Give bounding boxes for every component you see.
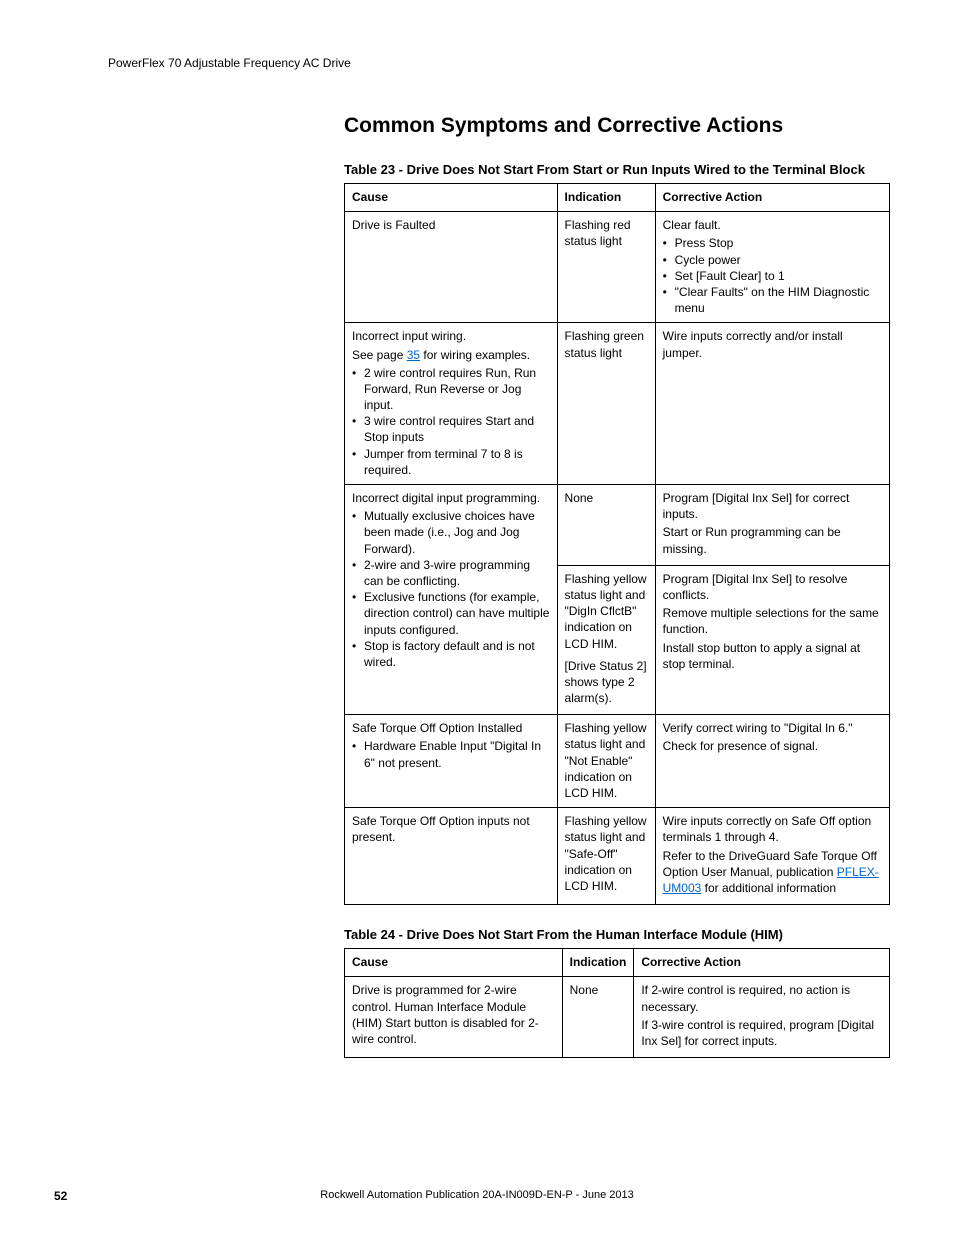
list-item: Cycle power [663,252,882,268]
table-row: Drive is Faulted Flashing red status lig… [345,212,890,323]
list-item: Set [Fault Clear] to 1 [663,268,882,284]
cell-cause: Incorrect digital input programming. Mut… [345,485,558,715]
action-lead: Clear fault. [663,217,882,233]
publication-line: Rockwell Automation Publication 20A-IN00… [0,1189,954,1201]
cell-indication: None [557,485,655,566]
table23-header-indication: Indication [557,184,655,212]
list-item: Stop is factory default and is not wired… [352,638,550,670]
list-item: 2 wire control requires Run, Run Forward… [352,365,550,414]
table-row: Incorrect input wiring. See page 35 for … [345,323,890,485]
text: Program [Digital Inx Sel] for correct in… [663,490,882,522]
cell-indication: Flashing red status light [557,212,655,323]
text: Verify correct wiring to "Digital In 6." [663,720,882,736]
table-row: Incorrect digital input programming. Mut… [345,485,890,566]
text: Flashing yellow status light and "DigIn … [565,571,648,652]
cell-indication: None [562,977,634,1058]
table-row: Safe Torque Off Option inputs not presen… [345,808,890,905]
table24-header-cause: Cause [345,949,563,977]
list-item: Jumper from terminal 7 to 8 is required. [352,446,550,478]
text: for additional information [701,881,836,895]
text: Wire inputs correctly on Safe Off option… [663,813,882,845]
cell-indication: Flashing yellow status light and "Safe-O… [557,808,655,905]
cell-indication: Flashing green status light [557,323,655,485]
cell-action: Clear fault. Press Stop Cycle power Set … [655,212,889,323]
page-number: 52 [54,1189,67,1203]
cell-cause: Drive is programmed for 2-wire control. … [345,977,563,1058]
cell-cause: Safe Torque Off Option inputs not presen… [345,808,558,905]
page-footer: 52 Rockwell Automation Publication 20A-I… [0,1189,954,1201]
cell-action: Wire inputs correctly and/or install jum… [655,323,889,485]
table23-caption: Table 23 - Drive Does Not Start From Sta… [344,162,890,177]
text: Install stop button to apply a signal at… [663,640,882,672]
table23: Cause Indication Corrective Action Drive… [344,183,890,905]
list-item: 3 wire control requires Start and Stop i… [352,413,550,445]
list-item: 2-wire and 3-wire programming can be con… [352,557,550,589]
cell-cause: Safe Torque Off Option Installed Hardwar… [345,715,558,808]
text: If 3-wire control is required, program [… [641,1017,882,1049]
table23-header-cause: Cause [345,184,558,212]
text: Refer to the DriveGuard Safe Torque Off … [663,848,882,897]
cell-action: If 2-wire control is required, no action… [634,977,890,1058]
text: See page [352,348,407,362]
cell-action: Wire inputs correctly on Safe Off option… [655,808,889,905]
list-item: Hardware Enable Input "Digital In 6" not… [352,738,550,770]
cell-action: Verify correct wiring to "Digital In 6."… [655,715,889,808]
table24-header-indication: Indication [562,949,634,977]
text: Remove multiple selections for the same … [663,605,882,637]
text: for wiring examples. [420,348,530,362]
table-row: Safe Torque Off Option Installed Hardwar… [345,715,890,808]
cell-indication: Flashing yellow status light and "DigIn … [557,565,655,715]
table24-header-action: Corrective Action [634,949,890,977]
table-row: Drive is programmed for 2-wire control. … [345,977,890,1058]
main-content: Common Symptoms and Corrective Actions T… [344,114,890,1058]
cell-action: Program [Digital Inx Sel] to resolve con… [655,565,889,715]
list-item: Exclusive functions (for example, direct… [352,589,550,638]
text: Start or Run programming can be missing. [663,524,882,556]
cause-lead: Incorrect digital input programming. [352,490,550,506]
cause-lead: Incorrect input wiring. [352,328,550,344]
table24: Cause Indication Corrective Action Drive… [344,948,890,1058]
text: Check for presence of signal. [663,738,882,754]
list-item: Mutually exclusive choices have been mad… [352,508,550,557]
cell-cause: Incorrect input wiring. See page 35 for … [345,323,558,485]
text: If 2-wire control is required, no action… [641,982,882,1014]
cause-lead: Safe Torque Off Option Installed [352,720,550,736]
cell-indication: Flashing yellow status light and "Not En… [557,715,655,808]
table23-header-action: Corrective Action [655,184,889,212]
cell-cause: Drive is Faulted [345,212,558,323]
table24-caption: Table 24 - Drive Does Not Start From the… [344,927,890,942]
page-link[interactable]: 35 [407,348,420,362]
list-item: "Clear Faults" on the HIM Diagnostic men… [663,284,882,316]
text: Program [Digital Inx Sel] to resolve con… [663,571,882,603]
section-title: Common Symptoms and Corrective Actions [344,114,890,138]
cause-see: See page 35 for wiring examples. [352,347,550,363]
running-head: PowerFlex 70 Adjustable Frequency AC Dri… [108,56,890,70]
list-item: Press Stop [663,235,882,251]
cell-action: Program [Digital Inx Sel] for correct in… [655,485,889,566]
text: [Drive Status 2] shows type 2 alarm(s). [565,658,648,707]
